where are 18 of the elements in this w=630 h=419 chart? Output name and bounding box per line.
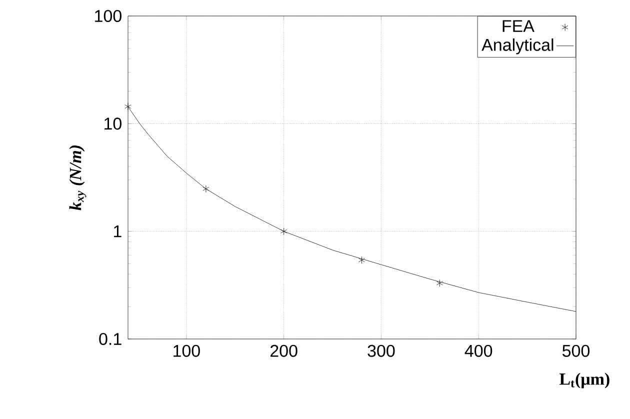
point — [202, 185, 210, 193]
x-axis-title: L$_{t}$(μm) — [560, 372, 610, 388]
x-tick-label: 300 — [368, 344, 395, 357]
y-tick-label: 0.1 — [99, 332, 122, 346]
point — [436, 279, 443, 287]
x-tick-label: 100 — [174, 344, 200, 357]
legend-label: FEA — [502, 20, 534, 32]
x-tick-label: 500 — [562, 344, 590, 357]
y-tick-label: 100 — [95, 10, 122, 22]
x-tick-label: 400 — [464, 344, 492, 357]
legend-label: Analytical — [482, 38, 554, 54]
point — [124, 102, 132, 110]
y-axis-title: k$_{xy}$ (N/m) — [69, 146, 86, 210]
y-tick-label: 10 — [104, 118, 122, 130]
point — [280, 228, 288, 236]
point — [358, 256, 365, 264]
x-tick-label: 200 — [270, 344, 298, 357]
y-tick-label: 1 — [114, 225, 122, 238]
